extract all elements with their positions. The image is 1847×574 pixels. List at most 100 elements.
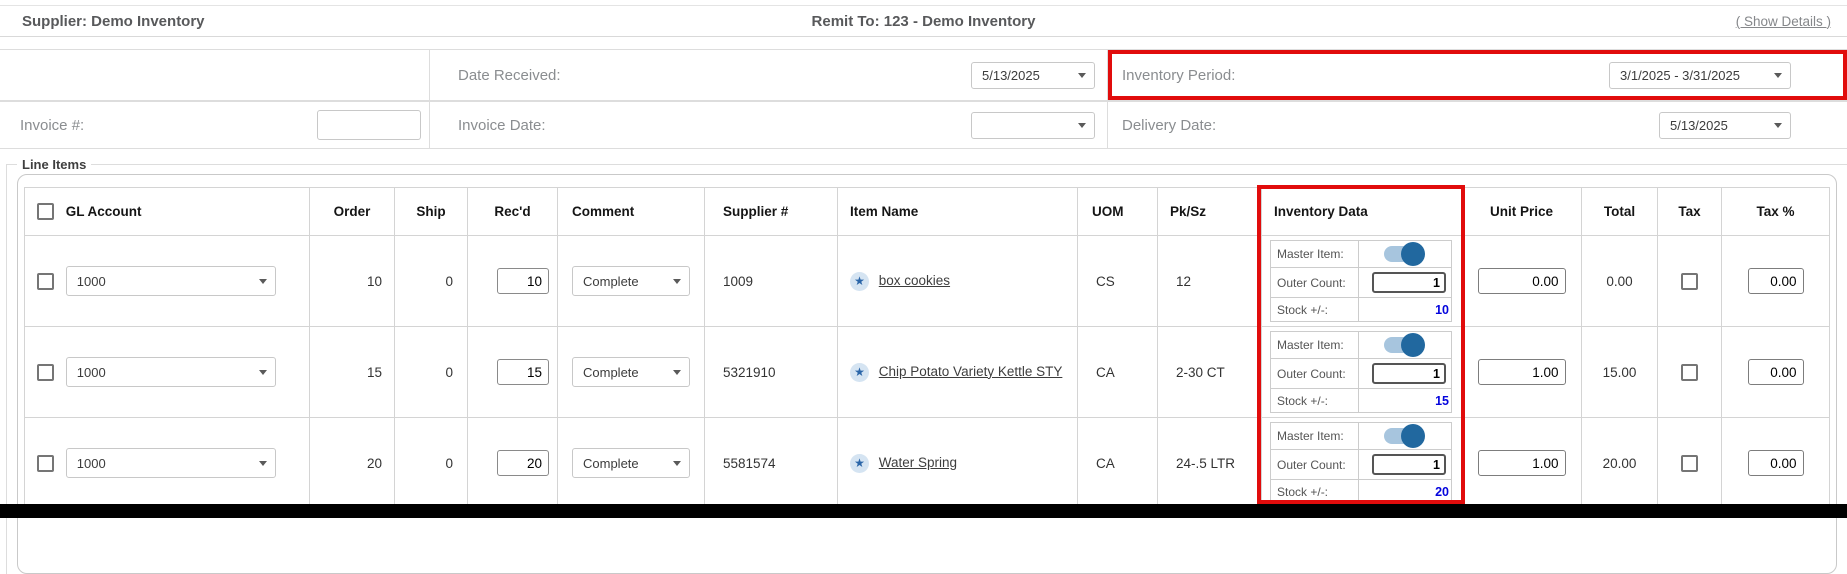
supplier-title: Supplier: Demo Inventory	[22, 12, 205, 30]
tax-checkbox[interactable]	[1681, 363, 1698, 381]
stock-value: 20	[1435, 484, 1449, 499]
tax-checkbox[interactable]	[1681, 272, 1698, 290]
stock-value: 10	[1435, 302, 1449, 317]
uom-cell: CA	[1077, 417, 1158, 509]
col-comment: Comment	[557, 187, 705, 236]
recd-cell	[467, 417, 558, 509]
comment-cell: Complete	[557, 417, 705, 509]
inventory-period-label: Inventory Period:	[1122, 66, 1236, 84]
top-strip	[0, 0, 1847, 6]
master-item-toggle[interactable]	[1383, 333, 1425, 357]
master-item-toggle[interactable]	[1383, 424, 1425, 448]
outer-count-label: Outer Count:	[1271, 450, 1359, 479]
select-all-checkbox[interactable]	[37, 203, 54, 220]
comment-value: Complete	[583, 364, 639, 380]
date-received-select[interactable]: 5/13/2025	[971, 61, 1095, 89]
stock-label: Stock +/-:	[1271, 298, 1359, 321]
table-header-row: GL Account Order Ship Rec'd Comment Supp…	[24, 187, 1830, 236]
gl-account-select[interactable]: 1000	[65, 266, 276, 296]
item-name-link[interactable]: Chip Potato Variety Kettle STY	[878, 363, 1063, 379]
total-cell: 15.00	[1581, 326, 1658, 418]
comment-value: Complete	[583, 273, 639, 289]
item-name-cell: ★ box cookies	[837, 235, 1078, 327]
comment-select[interactable]: Complete	[572, 448, 690, 478]
comment-select[interactable]: Complete	[572, 357, 690, 387]
table-row: 1000 20 0 Complete 5581574 ★ Water Sprin…	[24, 417, 1830, 509]
master-item-label: Master Item:	[1271, 241, 1359, 267]
master-item-label: Master Item:	[1271, 423, 1359, 449]
star-icon: ★	[850, 271, 869, 291]
date-received-label: Date Received:	[458, 66, 561, 84]
gl-account-value: 1000	[76, 455, 106, 471]
master-item-toggle[interactable]	[1383, 242, 1425, 266]
invoice-number-input[interactable]	[317, 110, 421, 140]
pk-sz-cell: 2-30 CT	[1157, 326, 1262, 418]
gl-account-cell: 1000	[24, 417, 310, 509]
uom-cell: CA	[1077, 326, 1158, 418]
tax-checkbox[interactable]	[1681, 454, 1698, 472]
col-item-name: Item Name	[837, 187, 1078, 236]
unit-price-input[interactable]	[1477, 268, 1566, 294]
ship-cell: 0	[394, 235, 468, 327]
delivery-date-select[interactable]: 5/13/2025	[1659, 111, 1791, 139]
comment-value: Complete	[583, 455, 639, 471]
col-pk-sz: Pk/Sz	[1157, 187, 1262, 236]
tax-pct-input[interactable]	[1747, 268, 1804, 294]
stock-label: Stock +/-:	[1271, 480, 1359, 503]
gl-account-select[interactable]: 1000	[65, 357, 276, 387]
delivery-date-cell: Delivery Date: 5/13/2025	[1108, 102, 1847, 148]
table-row: 1000 15 0 Complete 5321910 ★ Chip Potato…	[24, 326, 1830, 418]
page-header: Supplier: Demo Inventory Remit To: 123 -…	[0, 6, 1847, 37]
unit-price-cell	[1461, 235, 1582, 327]
tax-cell	[1657, 235, 1722, 327]
supplier-num-cell: 5321910	[704, 326, 838, 418]
col-order: Order	[309, 187, 395, 236]
show-details-link[interactable]: ( Show Details )	[1735, 13, 1831, 29]
recd-input[interactable]	[497, 450, 549, 476]
inventory-data-cell: Master Item: Outer Count: Stock +/-: 15	[1261, 326, 1462, 418]
col-unit-price: Unit Price	[1461, 187, 1582, 236]
total-cell: 20.00	[1581, 417, 1658, 509]
stock-label: Stock +/-:	[1271, 389, 1359, 412]
tax-pct-input[interactable]	[1747, 450, 1804, 476]
tax-pct-cell	[1721, 235, 1830, 327]
outer-count-input[interactable]	[1372, 454, 1446, 475]
inventory-period-select[interactable]: 3/1/2025 - 3/31/2025	[1609, 61, 1791, 89]
order-cell: 10	[309, 235, 395, 327]
line-items-table: GL Account Order Ship Rec'd Comment Supp…	[24, 187, 1830, 509]
ship-cell: 0	[394, 417, 468, 509]
row-checkbox[interactable]	[37, 363, 54, 381]
row-checkbox[interactable]	[37, 272, 54, 290]
unit-price-cell	[1461, 417, 1582, 509]
gl-account-value: 1000	[76, 273, 106, 289]
row-checkbox[interactable]	[37, 454, 54, 472]
gl-account-select[interactable]: 1000	[65, 448, 276, 478]
invoice-date-select[interactable]	[971, 111, 1095, 139]
star-icon: ★	[850, 453, 869, 473]
pk-sz-cell: 24-.5 LTR	[1157, 417, 1262, 509]
inventory-period-cell: Inventory Period: 3/1/2025 - 3/31/2025	[1108, 50, 1847, 101]
tax-pct-input[interactable]	[1747, 359, 1804, 385]
item-name-link[interactable]: box cookies	[878, 272, 951, 288]
chevron-down-icon	[258, 460, 267, 466]
unit-price-input[interactable]	[1477, 450, 1566, 476]
recd-input[interactable]	[497, 268, 549, 294]
outer-count-input[interactable]	[1372, 363, 1446, 384]
col-gl-account: GL Account	[24, 187, 310, 236]
date-received-cell: Date Received: 5/13/2025	[430, 50, 1108, 101]
recd-input[interactable]	[497, 359, 549, 385]
col-uom: UOM	[1077, 187, 1158, 236]
chevron-down-icon	[1774, 122, 1782, 128]
invoice-date-label: Invoice Date:	[458, 116, 546, 134]
outer-count-input[interactable]	[1372, 272, 1446, 293]
chevron-down-icon	[258, 369, 267, 375]
unit-price-input[interactable]	[1477, 359, 1566, 385]
item-name-link[interactable]: Water Spring	[878, 454, 958, 470]
invoice-number-cell: Invoice #:	[0, 102, 430, 148]
inventory-data-cell: Master Item: Outer Count: Stock +/-: 10	[1261, 235, 1462, 327]
inventory-data-cell: Master Item: Outer Count: Stock +/-: 20	[1261, 417, 1462, 509]
inventory-period-value: 3/1/2025 - 3/31/2025	[1620, 67, 1740, 83]
inventory-data-box: Master Item: Outer Count: Stock +/-: 15	[1270, 331, 1452, 413]
gl-account-value: 1000	[76, 364, 106, 380]
comment-select[interactable]: Complete	[572, 266, 690, 296]
